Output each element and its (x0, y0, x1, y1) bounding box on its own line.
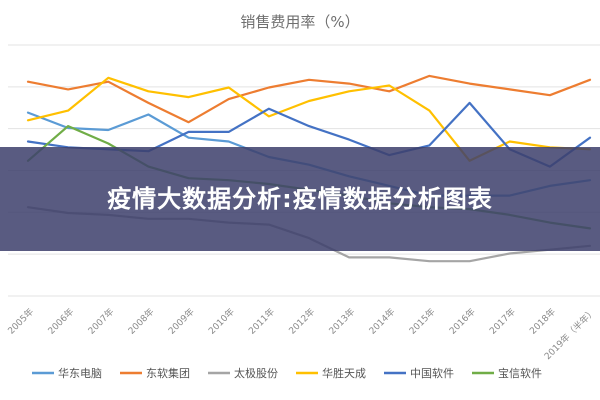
x-tick-label: 2009年 (166, 306, 197, 337)
chart-title: 销售费用率（%） (240, 13, 359, 31)
x-tick-label: 2011年 (246, 306, 277, 337)
x-tick-label: 2012年 (286, 306, 317, 337)
x-tick-label: 2005年 (5, 306, 36, 337)
legend-item: 中国软件 (384, 366, 454, 380)
overlay-banner: 疫情大数据分析:疫情数据分析图表 (0, 147, 600, 251)
legend-item: 宝信软件 (472, 366, 542, 380)
x-tick-label: 2014年 (366, 306, 397, 337)
x-axis-tick-labels: 2005年 2006年 2007年 2008年 2009年 2010年 2011年 2012年… (5, 306, 598, 363)
legend-label: 中国软件 (410, 366, 454, 380)
legend: 华东电脑 东软集团 太极股份 华胜天成 中国软件 宝信软件 (32, 366, 542, 380)
legend-item: 太极股份 (208, 366, 278, 380)
legend-label: 宝信软件 (498, 366, 542, 380)
x-tick-label: 2016年 (447, 306, 478, 337)
x-tick-label: 2007年 (85, 306, 116, 337)
legend-item: 华东电脑 (32, 366, 102, 380)
legend-item: 东软集团 (120, 366, 190, 380)
series-line-1 (26, 74, 592, 124)
x-tick-label: 2010年 (206, 306, 237, 337)
legend-label: 华胜天成 (322, 366, 366, 380)
legend-label: 东软集团 (146, 366, 190, 380)
x-tick-label: 2015年 (407, 306, 438, 337)
x-tick-label: 2017年 (487, 306, 518, 337)
legend-item: 华胜天成 (296, 366, 366, 380)
x-tick-label: 2018年 (527, 306, 558, 337)
x-tick-label: 2013年 (326, 306, 357, 337)
x-tick-label: 2008年 (126, 306, 157, 337)
banner-title: 疫情大数据分析:疫情数据分析图表 (107, 184, 493, 213)
legend-label: 太极股份 (234, 366, 278, 380)
legend-label: 华东电脑 (58, 366, 102, 380)
x-tick-label: 2006年 (45, 306, 76, 337)
